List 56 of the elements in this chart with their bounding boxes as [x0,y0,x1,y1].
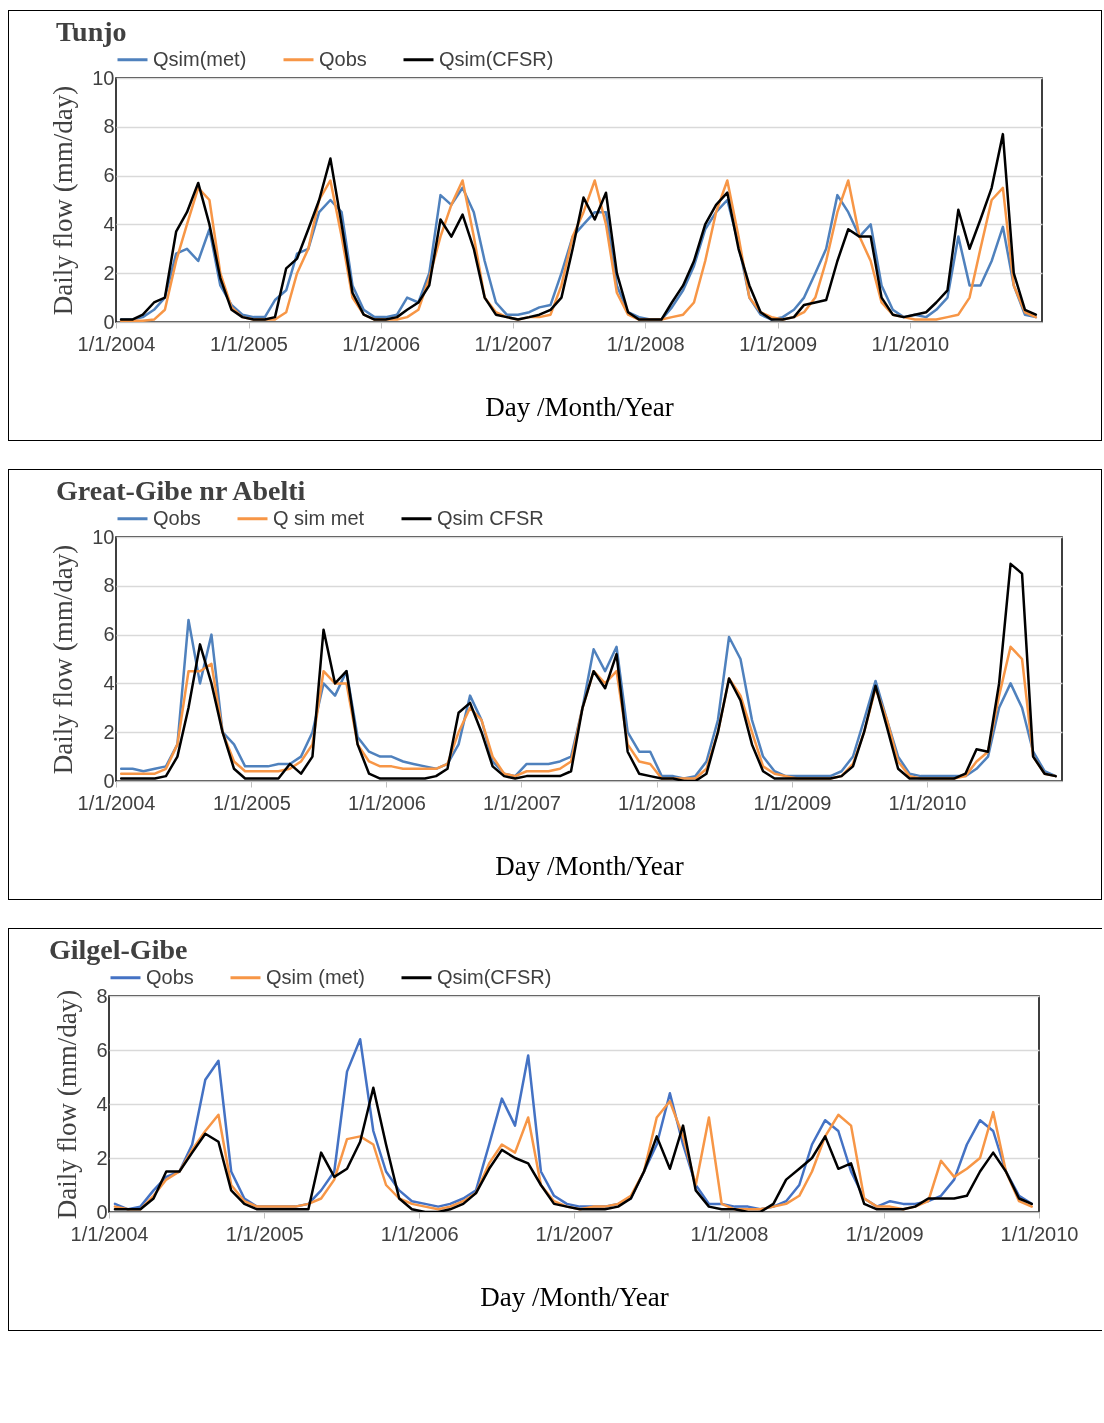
chart-title: Great-Gibe nr Abelti [56,475,306,506]
x-tick-label: 1/1/2010 [871,332,950,355]
y-tick-label: 6 [96,1038,108,1061]
x-tick-label: 1/1/2004 [70,1222,149,1245]
x-tick-label: 1/1/2006 [380,1222,459,1245]
x-tick-label: 1/1/2005 [225,1222,304,1245]
y-tick-label: 0 [103,310,115,333]
y-tick-label: 4 [103,212,115,235]
x-tick-label: 1/1/2008 [606,332,685,355]
x-tick-label: 1/1/2009 [753,791,832,814]
y-tick-label: 4 [103,671,115,694]
y-tick-label: 8 [96,984,108,1007]
y-tick-label: 2 [103,261,115,284]
y-tick-label: 6 [103,623,115,646]
legend-label: Q sim met [273,506,365,529]
y-tick-label: 6 [103,164,115,187]
legend-label: Qsim (met) [266,965,365,988]
legend-label: Qobs [153,506,201,529]
legend-label: Qsim CFSR [437,506,544,529]
x-axis-title: Day /Month/Year [495,850,684,881]
y-tick-label: 2 [96,1146,108,1169]
x-tick-label: 1/1/2010 [1000,1222,1079,1245]
y-axis-title: Daily flow (mm/day) [48,85,79,316]
y-tick-label: 8 [103,574,115,597]
x-axis-title: Day /Month/Year [480,1281,669,1312]
y-axis-title: Daily flow (mm/day) [48,544,79,775]
chart-title: Gilgel-Gibe [49,934,188,965]
x-tick-label: 1/1/2006 [342,332,421,355]
y-tick-label: 10 [92,66,115,89]
legend-label: Qsim(met) [153,47,247,70]
y-tick-label: 8 [103,115,115,138]
y-tick-label: 4 [96,1092,108,1115]
x-tick-label: 1/1/2010 [888,791,967,814]
chart-title: Tunjo [56,16,127,47]
legend-label: Qsim(CFSR) [439,47,554,70]
x-tick-label: 1/1/2009 [739,332,818,355]
x-tick-label: 1/1/2007 [483,791,561,814]
y-tick-label: 2 [103,720,115,743]
x-tick-label: 1/1/2006 [348,791,426,814]
y-tick-label: 0 [96,1200,108,1223]
x-tick-label: 1/1/2004 [77,791,156,814]
y-tick-label: 0 [103,769,115,792]
y-axis-title: Daily flow (mm/day) [52,989,83,1220]
x-tick-label: 1/1/2009 [845,1222,924,1245]
x-tick-label: 1/1/2007 [474,332,553,355]
x-tick-label: 1/1/2005 [212,791,291,814]
y-tick-label: 10 [92,525,115,548]
legend-label: Qobs [319,47,367,70]
x-axis-title: Day /Month/Year [485,391,674,422]
x-tick-label: 1/1/2007 [535,1222,614,1245]
x-tick-label: 1/1/2005 [210,332,288,355]
legend-label: Qobs [146,965,194,988]
x-tick-label: 1/1/2008 [618,791,696,814]
legend-label: Qsim(CFSR) [437,965,552,988]
x-tick-label: 1/1/2008 [690,1222,769,1245]
x-tick-label: 1/1/2004 [77,332,156,355]
